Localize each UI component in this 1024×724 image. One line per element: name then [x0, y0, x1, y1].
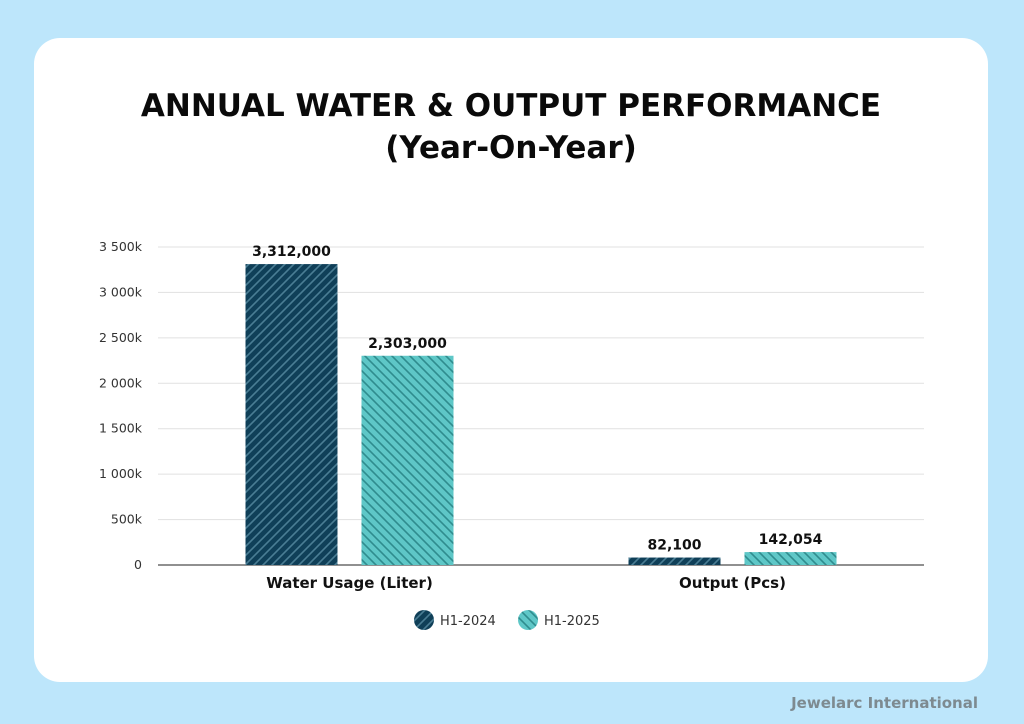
chart-title: ANNUAL WATER & OUTPUT PERFORMANCE: [140, 88, 882, 124]
bar-h1-2025: [744, 552, 837, 565]
data-label: 82,100: [647, 538, 701, 554]
x-category-label: Water Usage (Liter): [266, 574, 433, 592]
y-tick-label: 3 000k: [99, 284, 143, 299]
data-label: 3,312,000: [252, 244, 331, 260]
y-tick-label: 1 500k: [99, 421, 143, 436]
brand-footer: Jewelarc International: [791, 694, 978, 712]
y-tick-label: 3 500k: [99, 239, 143, 254]
bars: [245, 264, 837, 565]
chart-card: ANNUAL WATER & OUTPUT PERFORMANCE (Year-…: [34, 38, 988, 682]
y-axis-ticks: 0 500k 1 000k 1 500k 2 000k 2 500k 3 000k 3 500…: [99, 239, 143, 572]
bar-h1-2024: [628, 557, 721, 565]
y-tick-label: 1 000k: [99, 466, 143, 481]
legend-swatch-h1-2025: [518, 610, 538, 630]
legend-label: H1-2024: [440, 614, 496, 629]
chart-subtitle: (Year-On-Year): [385, 130, 637, 166]
y-tick-label: 2 000k: [99, 375, 143, 390]
legend-swatch-h1-2024: [414, 610, 434, 630]
x-axis-categories: Water Usage (Liter) Output (Pcs): [266, 574, 786, 592]
legend: H1-2024 H1-2025: [414, 610, 600, 630]
data-label: 142,054: [759, 532, 823, 548]
y-tick-label: 500k: [111, 512, 143, 527]
legend-label: H1-2025: [544, 614, 600, 629]
y-tick-label: 0: [134, 557, 142, 572]
data-labels: 3,312,000 2,303,000 82,100 142,054: [252, 244, 823, 553]
bar-h1-2024: [245, 264, 338, 565]
data-label: 2,303,000: [368, 336, 447, 352]
bar-h1-2025: [361, 355, 454, 565]
y-tick-label: 2 500k: [99, 330, 143, 345]
x-category-label: Output (Pcs): [679, 574, 786, 592]
